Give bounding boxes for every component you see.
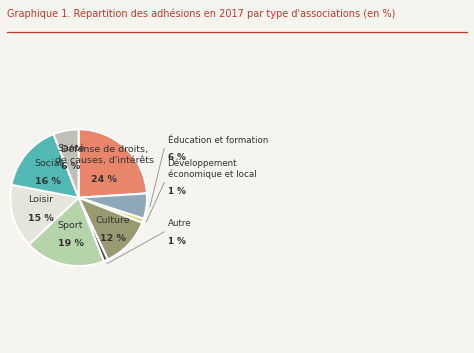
Text: 6 %: 6 % [168, 153, 185, 162]
Wedge shape [79, 129, 147, 198]
Text: Éducation et formation: Éducation et formation [168, 136, 268, 145]
Wedge shape [79, 193, 147, 219]
Wedge shape [79, 198, 108, 261]
Wedge shape [29, 198, 104, 266]
Wedge shape [10, 185, 79, 245]
Text: 16 %: 16 % [35, 177, 61, 186]
Wedge shape [79, 198, 144, 223]
Text: Sport: Sport [58, 221, 83, 229]
Text: Santé: Santé [57, 144, 85, 152]
Text: 24 %: 24 % [91, 175, 118, 184]
Text: 15 %: 15 % [27, 214, 54, 222]
Text: Défense de droits,
de causes, d'intérêts: Défense de droits, de causes, d'intérêts [55, 145, 154, 166]
Text: Culture: Culture [95, 216, 130, 225]
Text: 1 %: 1 % [168, 237, 185, 246]
Text: 12 %: 12 % [100, 234, 126, 243]
Text: Loisir: Loisir [28, 195, 53, 204]
Text: 19 %: 19 % [57, 239, 83, 248]
Wedge shape [54, 129, 79, 198]
Text: 1 %: 1 % [168, 187, 185, 196]
Text: Social: Social [34, 158, 62, 168]
Text: Autre: Autre [168, 220, 191, 228]
Text: 6 %: 6 % [61, 162, 81, 171]
Wedge shape [11, 134, 79, 198]
Wedge shape [79, 198, 142, 259]
Text: Développement
économique et local: Développement économique et local [168, 159, 256, 179]
Text: Graphique 1. Répartition des adhésions en 2017 par type d'associations (en %): Graphique 1. Répartition des adhésions e… [7, 9, 395, 19]
